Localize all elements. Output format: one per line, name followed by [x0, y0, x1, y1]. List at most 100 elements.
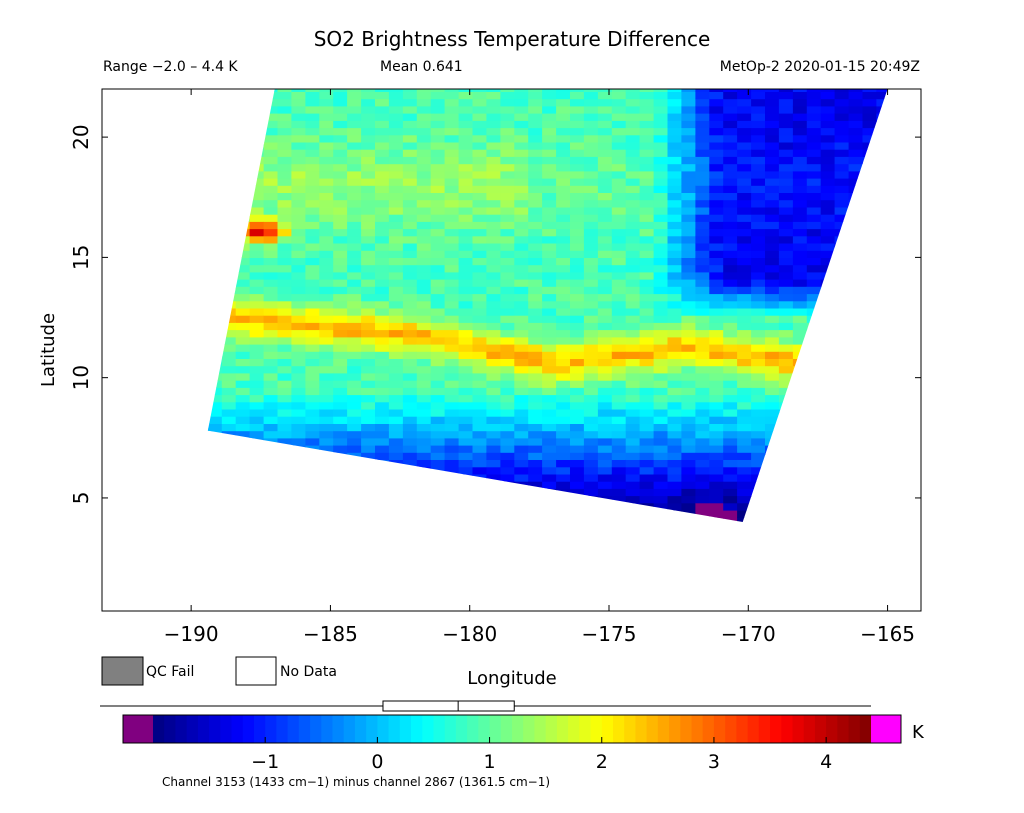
- swath-cell: [778, 178, 794, 186]
- swath-cell: [207, 89, 223, 92]
- swath-cell: [751, 77, 766, 85]
- swath-cell: [862, 134, 877, 143]
- swath-cell: [723, 178, 738, 186]
- swath-cell: [876, 387, 888, 396]
- swath-cell: [375, 77, 390, 85]
- swath-cell: [221, 495, 237, 504]
- swath-cell: [597, 488, 613, 497]
- swath-cell: [486, 473, 501, 482]
- swath-cell: [416, 416, 432, 424]
- swath-cell: [611, 344, 627, 352]
- swath-cell: [528, 445, 543, 453]
- swath-cell: [653, 105, 669, 114]
- swath-cell: [514, 459, 529, 468]
- swath-cell: [458, 408, 474, 417]
- swath-cell: [890, 243, 905, 251]
- swath-cell: [291, 365, 306, 374]
- swath-cell: [806, 466, 822, 475]
- swath-cell: [751, 293, 766, 302]
- swath-cell: [792, 423, 808, 432]
- swath-cell: [653, 336, 669, 345]
- swath-cell: [347, 279, 362, 287]
- swath-cell: [695, 293, 710, 302]
- swath-cell: [890, 351, 905, 359]
- colorbar-segment: [725, 715, 737, 743]
- swath-cell: [458, 401, 474, 410]
- swath-cell: [625, 300, 641, 309]
- swath-cell: [291, 481, 306, 489]
- swath-cell: [806, 199, 822, 208]
- swath-cell: [556, 488, 571, 497]
- swath-cell: [654, 524, 669, 532]
- swath-cell: [820, 307, 836, 316]
- swath-cell: [263, 279, 279, 287]
- swath-cell: [667, 120, 682, 129]
- swath-cell: [834, 199, 850, 208]
- swath-cell: [890, 474, 905, 482]
- swath-cell: [542, 488, 557, 497]
- swath-cell: [862, 163, 877, 172]
- swath-cell: [611, 380, 627, 388]
- swath-cell: [723, 127, 738, 136]
- swath-cell: [876, 315, 888, 323]
- swath-cell: [876, 77, 891, 85]
- swath-cell: [305, 250, 320, 258]
- swath-cell: [472, 365, 487, 374]
- swath-cell: [263, 510, 279, 518]
- swath-cell: [570, 271, 585, 280]
- swath-cell: [709, 120, 724, 129]
- swath-cell: [639, 372, 655, 381]
- swath-cell: [514, 286, 529, 295]
- swath-cell: [542, 329, 557, 338]
- swath-cell: [486, 105, 501, 114]
- swath-cell: [583, 394, 599, 403]
- swath-cell: [778, 473, 794, 482]
- swath-cell: [723, 517, 738, 522]
- swath-cell: [402, 517, 418, 522]
- swath-cell: [388, 488, 404, 497]
- swath-cell: [765, 423, 780, 432]
- swath-cell: [751, 488, 766, 497]
- swath-cell: [723, 344, 738, 352]
- swath-cell: [514, 113, 529, 121]
- swath-cell: [556, 163, 571, 172]
- swath-cell: [416, 293, 432, 302]
- swath-cell: [430, 416, 446, 424]
- swath-cell: [458, 185, 474, 193]
- swath-cell: [542, 365, 557, 374]
- swath-cell: [583, 495, 599, 504]
- swath-cell: [236, 77, 251, 85]
- swath-cell: [625, 510, 641, 518]
- swath-cell: [361, 235, 376, 244]
- swath-cell: [611, 394, 627, 403]
- swath-cell: [737, 344, 752, 352]
- swath-cell: [263, 423, 279, 432]
- swath-cell: [667, 192, 682, 201]
- swath-cell: [640, 524, 655, 532]
- swath-cell: [319, 257, 334, 266]
- swath-cell: [263, 170, 279, 179]
- swath-cell: [375, 199, 390, 208]
- swath-cell: [667, 185, 682, 193]
- swath-cell: [235, 192, 251, 201]
- swath-cell: [249, 279, 265, 287]
- swath-cell: [305, 185, 320, 193]
- swath-cell: [639, 358, 655, 367]
- swath-cell: [765, 77, 780, 85]
- swath-cell: [611, 459, 627, 468]
- swath-cell: [765, 430, 780, 439]
- swath-cell: [486, 401, 501, 410]
- swath-cell: [806, 401, 822, 410]
- swath-cell: [862, 466, 877, 475]
- swath-cell: [667, 495, 682, 504]
- swath-cell: [207, 293, 209, 302]
- swath-cell: [500, 452, 515, 460]
- swath-cell: [556, 307, 571, 316]
- swath-cell: [388, 120, 404, 129]
- swath-cell: [388, 300, 404, 309]
- swath-cell: [333, 91, 348, 100]
- swath-cell: [597, 156, 613, 165]
- swath-cell: [695, 163, 710, 172]
- swath-cell: [737, 250, 752, 258]
- swath-cell: [876, 98, 888, 107]
